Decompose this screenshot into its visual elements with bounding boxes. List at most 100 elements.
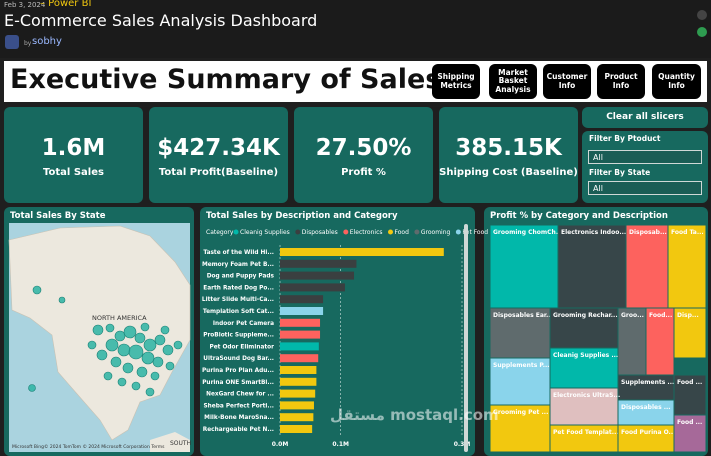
- slicer-panel: Filter By Ptoduct All Filter By State Al…: [582, 131, 708, 203]
- panel-title: Total Sales By State: [10, 211, 106, 221]
- treemap-tile: [625, 224, 669, 309]
- bar: [280, 413, 314, 422]
- treemap-label: Disposables ...: [621, 404, 671, 411]
- map-bubble: [128, 344, 144, 360]
- treemap-tile: [489, 224, 559, 309]
- map-bubble: [165, 361, 175, 371]
- treemap-label: Pet Food Templat...: [553, 429, 619, 436]
- y-tick-label: Purina Pro Plan Adu...: [202, 368, 274, 374]
- bar: [280, 354, 319, 363]
- bar: [280, 377, 317, 386]
- clear-slicers[interactable]: Clear all slicers: [582, 107, 708, 128]
- treemap-label: Food Purina O...: [621, 429, 675, 436]
- y-tick-label: NexGard Chew for ...: [206, 392, 274, 398]
- map-bubble: [154, 334, 166, 346]
- y-tick-label: Taste of the Wild Hi...: [203, 250, 274, 256]
- y-tick-label: Purina ONE SmartBl...: [202, 380, 274, 386]
- treemap-label: Grooming ChomCh...: [493, 229, 563, 236]
- map-bubble: [28, 384, 36, 392]
- legend-marker: [233, 229, 239, 235]
- nav-button[interactable]: Product Info: [597, 64, 645, 99]
- treemap-tile: [617, 307, 647, 376]
- map-bubble: [87, 340, 97, 350]
- legend-marker: [388, 229, 393, 235]
- like-icon[interactable]: [697, 27, 707, 37]
- kpi-value: $427.34K: [157, 135, 280, 161]
- x-tick-label: 0.3M: [454, 441, 471, 448]
- y-tick-label: Indoor Pet Camera: [213, 321, 274, 327]
- map-bubble: [122, 362, 134, 374]
- slicer-dropdown[interactable]: All: [588, 181, 702, 195]
- map-bubble: [152, 356, 164, 368]
- map-bubble: [114, 330, 126, 342]
- map-bubble: [105, 323, 115, 333]
- header: Feb 3, 2024 – Power BI E-Commerce Sales …: [0, 0, 711, 58]
- treemap-label: Food...: [649, 312, 672, 319]
- map-bubble: [136, 366, 148, 378]
- map-bubble: [150, 371, 160, 381]
- bar: [280, 318, 321, 327]
- scrollbar[interactable]: [464, 224, 468, 452]
- map-bubble: [117, 343, 131, 357]
- treemap-tile: [673, 307, 707, 359]
- bar: [280, 295, 324, 304]
- treemap-label: Electronics UltraS...: [553, 392, 620, 399]
- bar: [280, 330, 321, 339]
- watermark: مستقل mostaql.com: [330, 406, 499, 424]
- map-bubble: [105, 338, 119, 352]
- slicer-dropdown[interactable]: All: [588, 150, 702, 164]
- map-bubble: [145, 387, 155, 397]
- treemap-label: Food Ta...: [671, 229, 704, 236]
- panel-title: Total Sales by Description and Category: [206, 211, 398, 221]
- banner-title: Executive Summary of Sales: [10, 64, 442, 95]
- treemap-tile: [557, 224, 627, 309]
- x-tick-label: 0.0M: [272, 441, 289, 448]
- bar: [280, 342, 319, 351]
- kpi-card: $427.34K Total Profit(Baseline): [149, 107, 288, 203]
- legend-marker: [455, 229, 461, 235]
- x-tick-label: 0.1M: [332, 441, 349, 448]
- author: sobhy: [32, 36, 62, 47]
- treemap-label: Grooming Rechar...: [553, 312, 618, 319]
- kpi-label: Total Profit(Baseline): [158, 167, 279, 178]
- map-bubble: [92, 324, 104, 336]
- kpi-value: 27.50%: [315, 135, 412, 161]
- y-tick-label: Pet Odor Eliminator: [209, 344, 274, 350]
- map-credit: © 2024 TomTom © 2024 Microsoft Corporati…: [44, 443, 165, 450]
- kpi-label: Profit %: [341, 167, 386, 178]
- slicer-label: Filter By Ptoduct: [589, 134, 661, 143]
- y-tick-label: Rechargeable Pet N...: [203, 427, 274, 433]
- legend-label: Grooming: [421, 229, 451, 236]
- treemap-label: Electronics Indoo...: [561, 229, 626, 236]
- nav-button[interactable]: Customer Info: [543, 64, 591, 99]
- bar: [280, 425, 313, 433]
- kpi-label: Total Sales: [43, 167, 104, 178]
- treemap-label: Disp...: [677, 312, 699, 319]
- share-icon[interactable]: [697, 10, 707, 20]
- treemap-tile: [673, 414, 707, 453]
- map-bubble: [140, 322, 150, 332]
- dashboard-title: E-Commerce Sales Analysis Dashboard: [4, 11, 318, 30]
- map-brand: Microsoft Bing: [12, 444, 44, 450]
- treemap-tile: [549, 424, 619, 453]
- map-bubble: [96, 349, 108, 361]
- treemap-label: Food ...: [677, 379, 702, 386]
- kpi-label: Shipping Cost (Baseline): [439, 167, 578, 178]
- map-edge-label: SOUTH: [170, 440, 191, 447]
- nav-button[interactable]: Shipping Metrics: [432, 64, 480, 99]
- bar: [280, 366, 317, 374]
- bar: [280, 259, 357, 268]
- map-bubble: [160, 325, 170, 335]
- nav-button[interactable]: Market Basket Analysis: [489, 64, 537, 99]
- treemap-tile: [667, 224, 707, 309]
- treemap-tile: [617, 424, 675, 453]
- treemap-label: Cleanig Supplies ...: [553, 352, 618, 359]
- legend-label: Cleanig Supplies: [240, 229, 290, 236]
- y-tick-label: Memory Foam Pet B...: [202, 262, 274, 268]
- bar: [280, 271, 355, 280]
- y-tick-label: Milk-Bone MaroSna...: [204, 415, 274, 421]
- bar: [280, 307, 324, 315]
- nav-button[interactable]: Quantity Info: [652, 64, 701, 99]
- map-region: NORTH AMERICA: [92, 314, 147, 322]
